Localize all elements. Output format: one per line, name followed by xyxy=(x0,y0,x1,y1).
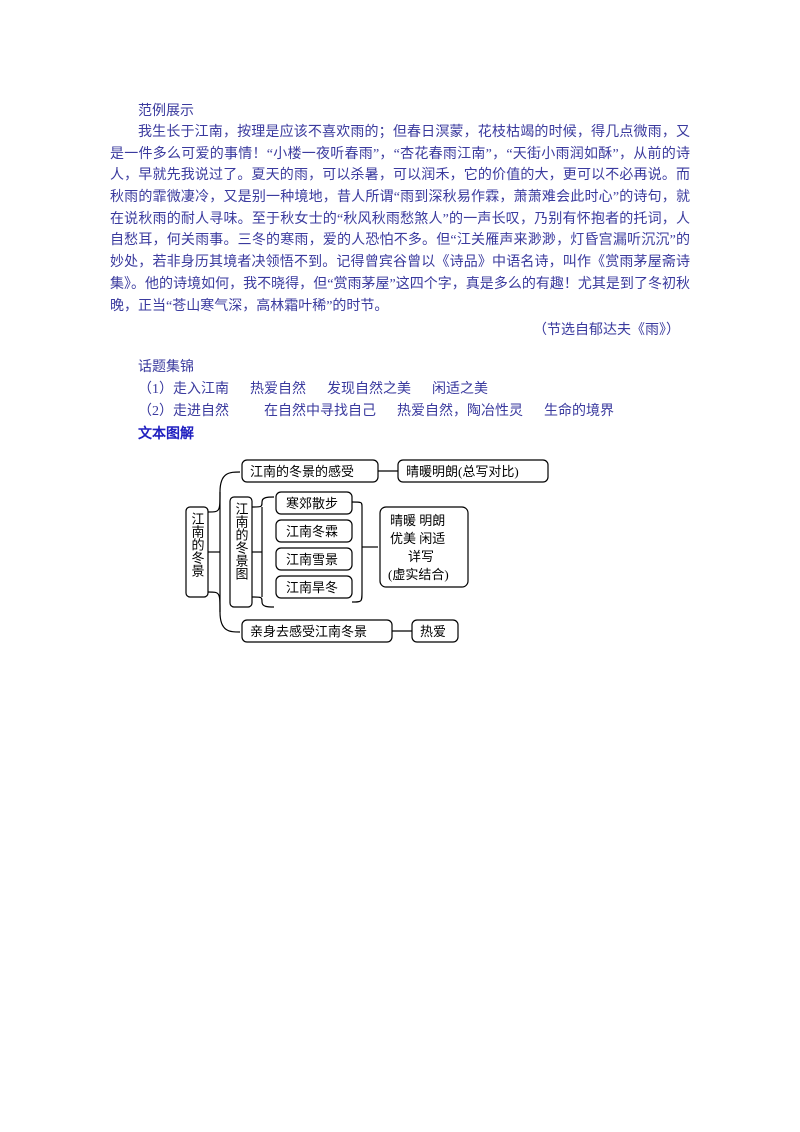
branch-top-label: 江南的冬景的感受 xyxy=(250,464,354,479)
topic1-b: 发现自然之美 xyxy=(327,382,411,397)
diagram-heading: 文本图解 xyxy=(138,424,690,446)
topic2-c: 生命的境界 xyxy=(544,404,614,419)
topic1-c: 闲适之美 xyxy=(432,382,488,397)
topic-line-2: （2）走进自然 在自然中寻找自己 热爱自然，陶冶性灵 生命的境界 xyxy=(138,401,690,423)
right-line-2: 详写 xyxy=(408,549,434,564)
right-line-0: 晴暖 明朗 xyxy=(390,513,445,528)
topic2-prefix: （2）走进自然 xyxy=(138,404,229,419)
branch-top-right-label: 晴暖明朗(总写对比) xyxy=(406,464,519,479)
scene-label-3: 江南旱冬 xyxy=(286,580,338,595)
diagram-container: 江南的冬景 江南的冬景的感受 晴暖明朗(总写对比) 江南的冬景图 寒郊散步 xyxy=(110,452,690,652)
topic2-b: 热爱自然，陶冶性灵 xyxy=(397,404,523,419)
topics-block: 话题集锦 （1）走入江南 热爱自然 发现自然之美 闲适之美 （2）走进自然 在自然中寻找… xyxy=(110,357,690,446)
example-attribution: （节选自郁达夫《雨》） xyxy=(110,319,690,339)
example-heading: 范例展示 xyxy=(138,100,690,120)
document-page: 范例展示 我生长于江南，按理是应该不喜欢雨的；但春日溟蒙，花枝枯竭的时候，得几点… xyxy=(0,0,800,692)
topic1-prefix: （1）走入江南 xyxy=(138,382,229,397)
root-label: 江南的冬景 xyxy=(190,512,205,577)
scene-label-1: 江南冬霖 xyxy=(286,524,338,539)
topic1-a: 热爱自然 xyxy=(250,382,306,397)
topic-line-1: （1）走入江南 热爱自然 发现自然之美 闲适之美 xyxy=(138,379,690,401)
concept-diagram: 江南的冬景 江南的冬景的感受 晴暖明朗(总写对比) 江南的冬景图 寒郊散步 xyxy=(180,452,620,652)
brace3-icon xyxy=(352,502,362,602)
brace2-top-icon xyxy=(252,497,274,507)
topic2-a: 在自然中寻找自己 xyxy=(264,404,376,419)
topics-heading: 话题集锦 xyxy=(138,357,690,379)
right-line-3: (虚实结合) xyxy=(388,567,449,582)
scene-label-0: 寒郊散步 xyxy=(286,496,338,511)
brace2-bot-icon xyxy=(252,597,274,607)
scene-label-2: 江南雪景 xyxy=(286,552,338,567)
branch-bottom-label: 亲身去感受江南冬景 xyxy=(250,624,367,639)
middle-label: 江南的冬景图 xyxy=(234,502,249,580)
example-body-text: 我生长于江南，按理是应该不喜欢雨的；但春日溟蒙，花枝枯竭的时候，得几点微雨，又是… xyxy=(110,122,690,317)
branch-bottom-right-label: 热爱 xyxy=(420,624,446,639)
right-line-1: 优美 闲适 xyxy=(390,531,445,546)
